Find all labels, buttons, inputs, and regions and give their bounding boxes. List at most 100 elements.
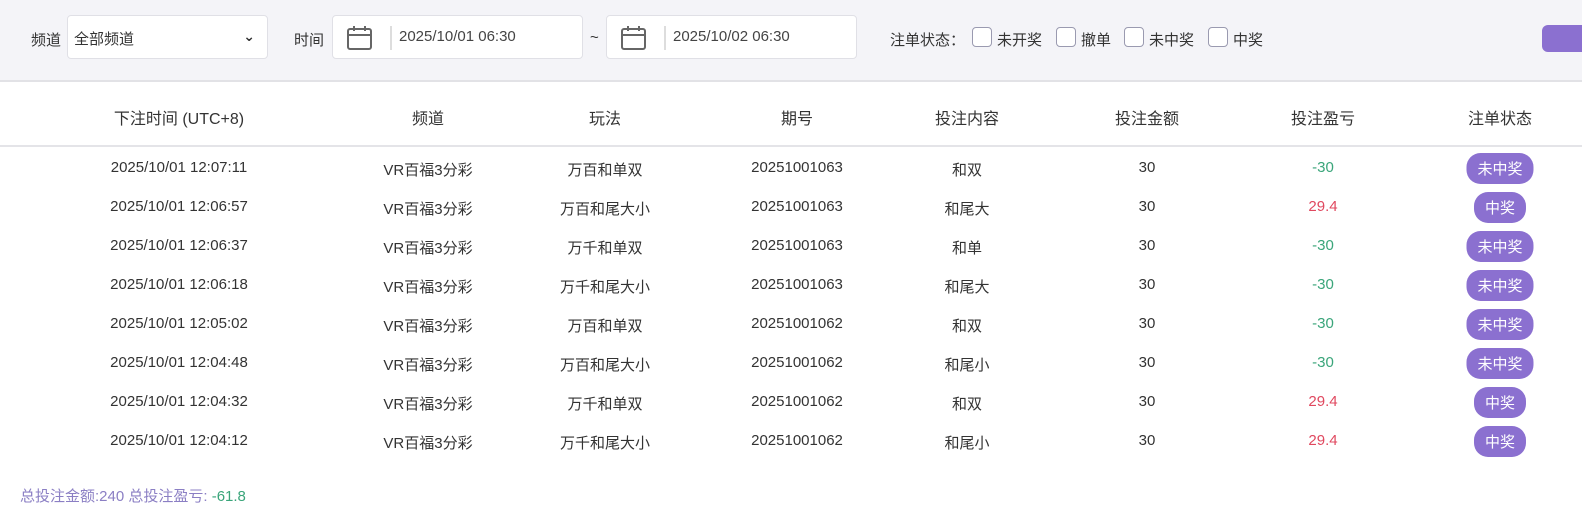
issue: 20251001062: [751, 393, 843, 410]
status-badge: 未中奖: [1466, 309, 1534, 340]
status-badge: 中奖: [1473, 192, 1527, 223]
header-play: 玩法: [588, 111, 622, 128]
profit: 29.4: [1308, 432, 1338, 449]
checkbox-unopened[interactable]: [972, 27, 992, 47]
end-date-value: 2025/10/02 06:30: [673, 28, 790, 45]
checkbox-won[interactable]: [1208, 27, 1228, 47]
issue: 20251001063: [751, 237, 843, 254]
profit: -30: [1312, 159, 1334, 176]
checkbox-lost[interactable]: [1124, 27, 1144, 47]
amount: 30: [1138, 393, 1156, 410]
status-label: 注单状态：: [890, 32, 966, 49]
status-badge: 未中奖: [1466, 231, 1534, 262]
end-date-input[interactable]: 2025/10/02 06:30: [606, 15, 857, 59]
profit: -30: [1312, 315, 1334, 332]
search-button[interactable]: [1542, 25, 1582, 52]
header-profit: 投注盈亏: [1290, 111, 1356, 128]
channel: VR百福3分彩: [383, 201, 473, 218]
content: 和尾大: [944, 279, 990, 296]
table-row: 2025/10/01 12:06:18 VR百福3分彩 万千和尾大小 20251001…: [0, 265, 1582, 304]
bet-time: 2025/10/01 12:04:48: [110, 354, 248, 371]
summary-profit: -61.8: [211, 488, 246, 505]
amount: 30: [1138, 159, 1156, 176]
status-option: 未开奖: [997, 32, 1043, 49]
play: 万百和单双: [567, 162, 643, 179]
status-badge: 未中奖: [1466, 270, 1534, 301]
table-header: 下注时间 (UTC+8) 频道 玩法 期号 投注内容 投注金额 投注盈亏 注单状态: [0, 83, 1582, 147]
calendar-icon: [621, 26, 646, 50]
status-badge: 中奖: [1473, 426, 1527, 457]
bet-time: 2025/10/01 12:06:57: [110, 198, 248, 215]
channel: VR百福3分彩: [383, 162, 473, 179]
content: 和单: [951, 240, 983, 257]
amount: 30: [1138, 276, 1156, 293]
table-row: 2025/10/01 12:07:11 VR百福3分彩 万百和单双 202510010…: [0, 148, 1582, 187]
channel: VR百福3分彩: [383, 240, 473, 257]
profit: 29.4: [1308, 198, 1338, 215]
table-row: 2025/10/01 12:04:12 VR百福3分彩 万千和尾大小 20251001…: [0, 421, 1582, 460]
header-channel: 频道: [411, 111, 445, 128]
play: 万百和尾大小: [559, 201, 651, 218]
range-separator: ~: [590, 29, 599, 46]
issue: 20251001062: [751, 315, 843, 332]
content: 和尾大: [944, 201, 990, 218]
divider: [664, 26, 666, 50]
channel-select[interactable]: 全部频道 ⌄: [67, 15, 268, 59]
table-row: 2025/10/01 12:06:37 VR百福3分彩 万千和单双 202510010…: [0, 226, 1582, 265]
play: 万千和尾大小: [559, 435, 651, 452]
channel: VR百福3分彩: [383, 279, 473, 296]
table-row: 2025/10/01 12:05:02 VR百福3分彩 万百和单双 202510010…: [0, 304, 1582, 343]
header-content: 投注内容: [934, 111, 1000, 128]
status-badge: 未中奖: [1466, 153, 1534, 184]
bet-time: 2025/10/01 12:04:12: [110, 432, 248, 449]
summary-label: 总投注金额:240 总投注盈亏:: [20, 488, 212, 505]
table-row: 2025/10/01 12:04:32 VR百福3分彩 万千和单双 202510010…: [0, 382, 1582, 421]
amount: 30: [1138, 315, 1156, 332]
issue: 20251001062: [751, 354, 843, 371]
issue: 20251001063: [751, 276, 843, 293]
issue: 20251001063: [751, 159, 843, 176]
channel: VR百福3分彩: [383, 318, 473, 335]
start-date-value: 2025/10/01 06:30: [399, 28, 516, 45]
channel-value: 全部频道: [74, 31, 135, 48]
status-option: 中奖: [1233, 32, 1264, 49]
channel: VR百福3分彩: [383, 435, 473, 452]
summary: 总投注金额:240 总投注盈亏: -61.8: [20, 485, 246, 506]
amount: 30: [1138, 237, 1156, 254]
header-status: 注单状态: [1467, 111, 1533, 128]
bet-time: 2025/10/01 12:06:18: [110, 276, 248, 293]
content: 和双: [951, 318, 983, 335]
content: 和双: [951, 396, 983, 413]
status-badge: 中奖: [1473, 387, 1527, 418]
amount: 30: [1138, 432, 1156, 449]
play: 万百和单双: [567, 318, 643, 335]
profit: -30: [1312, 276, 1334, 293]
chevron-down-icon: ⌄: [243, 28, 255, 44]
header-issue: 期号: [780, 111, 814, 128]
amount: 30: [1138, 354, 1156, 371]
status-option: 未中奖: [1149, 32, 1195, 49]
channel-label: 频道: [31, 32, 62, 49]
bet-time: 2025/10/01 12:04:32: [110, 393, 248, 410]
channel: VR百福3分彩: [383, 357, 473, 374]
content: 和双: [951, 162, 983, 179]
bet-time: 2025/10/01 12:06:37: [110, 237, 248, 254]
issue: 20251001062: [751, 432, 843, 449]
play: 万千和单双: [567, 396, 643, 413]
filter-bar: 频道 全部频道 ⌄ 时间 2025/10/01 06:30 ~ 2025/10/0…: [0, 0, 1582, 82]
table-row: 2025/10/01 12:06:57 VR百福3分彩 万百和尾大小 20251001…: [0, 187, 1582, 226]
bet-time: 2025/10/01 12:05:02: [110, 315, 248, 332]
play: 万百和尾大小: [559, 357, 651, 374]
header-bet-time: 下注时间 (UTC+8): [113, 111, 245, 128]
content: 和尾小: [944, 357, 990, 374]
start-date-input[interactable]: 2025/10/01 06:30: [332, 15, 583, 59]
profit: 29.4: [1308, 393, 1338, 410]
profit: -30: [1312, 354, 1334, 371]
header-amount: 投注金额: [1114, 111, 1180, 128]
content: 和尾小: [944, 435, 990, 452]
checkbox-cancelled[interactable]: [1056, 27, 1076, 47]
time-label: 时间: [294, 32, 325, 49]
calendar-icon: [347, 26, 372, 50]
status-option: 撤单: [1081, 32, 1112, 49]
status-badge: 未中奖: [1466, 348, 1534, 379]
